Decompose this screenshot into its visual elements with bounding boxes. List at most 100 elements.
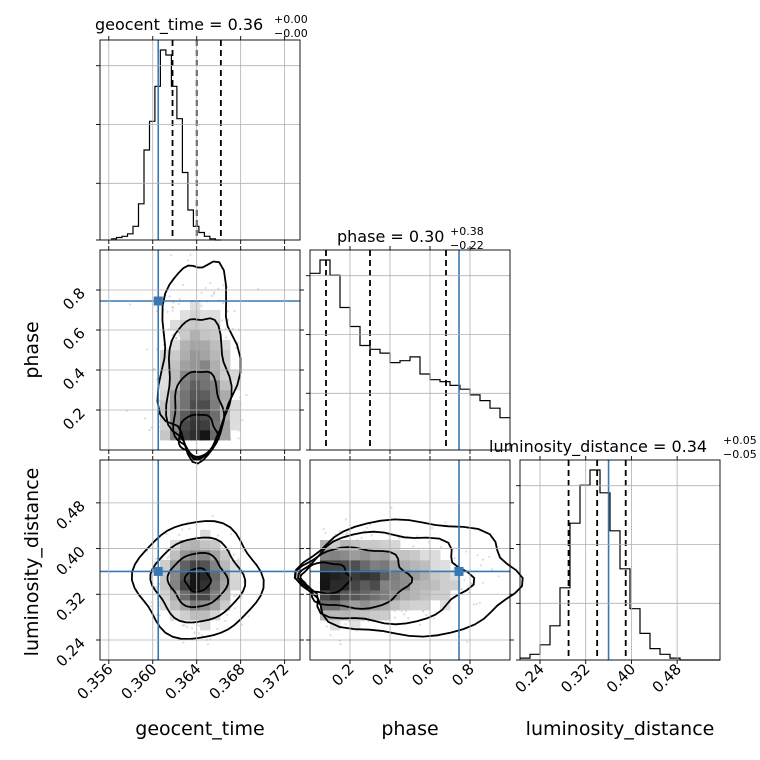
density-cell bbox=[180, 560, 191, 571]
sample-dot bbox=[444, 521, 447, 524]
contour-line bbox=[293, 530, 476, 626]
sample-dot bbox=[193, 631, 196, 634]
density-cell bbox=[210, 350, 221, 361]
sample-dot bbox=[440, 545, 443, 549]
density-cell bbox=[390, 600, 401, 611]
sample-dot bbox=[221, 302, 225, 305]
sample-dot bbox=[427, 541, 431, 544]
density-cell bbox=[230, 580, 241, 591]
sample-dot bbox=[177, 302, 180, 305]
density-cell bbox=[320, 570, 331, 581]
density-cell bbox=[330, 590, 341, 601]
density-cell bbox=[440, 570, 451, 581]
density-cell bbox=[390, 540, 401, 551]
density-cell bbox=[390, 560, 401, 571]
density-cell bbox=[200, 320, 211, 331]
density-cell bbox=[170, 340, 181, 351]
density-cell bbox=[360, 560, 371, 571]
density-cell bbox=[330, 580, 341, 591]
density-cell bbox=[200, 430, 211, 441]
density-cell bbox=[410, 570, 421, 581]
density-cell bbox=[200, 620, 211, 631]
density-cell bbox=[450, 580, 461, 591]
sample-dot bbox=[181, 528, 184, 531]
density-cell bbox=[400, 590, 411, 601]
density-cell bbox=[200, 590, 211, 601]
density-cell bbox=[210, 420, 221, 431]
panel-frame bbox=[99, 39, 301, 241]
density-cell bbox=[210, 570, 221, 581]
density-cell bbox=[350, 570, 361, 581]
title-phase-plus: +0.38 bbox=[450, 225, 484, 238]
sample-dot bbox=[171, 309, 174, 312]
density-cell bbox=[170, 580, 181, 591]
sample-dot bbox=[365, 526, 368, 529]
sample-dot bbox=[339, 530, 342, 533]
density-cell bbox=[220, 590, 231, 601]
density-cell bbox=[230, 400, 241, 411]
density-cell bbox=[170, 600, 181, 611]
density-cell bbox=[180, 540, 191, 551]
sample-dot bbox=[177, 330, 181, 333]
density-cell bbox=[200, 330, 211, 341]
density-cell bbox=[400, 550, 411, 561]
density-cell bbox=[210, 560, 221, 571]
density-cell bbox=[330, 550, 341, 561]
density-cell bbox=[160, 560, 171, 571]
sample-dot bbox=[155, 587, 158, 590]
density-cell bbox=[200, 310, 211, 321]
density-cell bbox=[320, 560, 331, 571]
density-cell bbox=[400, 580, 411, 591]
density-cell bbox=[420, 590, 431, 601]
sample-dot bbox=[198, 624, 201, 627]
density-cell bbox=[330, 570, 341, 581]
sample-dot bbox=[418, 623, 422, 626]
density-cell bbox=[210, 320, 221, 331]
x-tick-label: 0.24 bbox=[511, 660, 547, 696]
sample-dot bbox=[226, 310, 229, 313]
sample-dot bbox=[168, 295, 171, 298]
sample-dot bbox=[339, 643, 342, 646]
density-cell bbox=[180, 360, 191, 371]
density-cell bbox=[200, 340, 211, 351]
sample-dot bbox=[225, 336, 228, 339]
density-cell bbox=[170, 550, 181, 561]
sample-dot bbox=[217, 287, 220, 290]
density-cell bbox=[370, 540, 381, 551]
density-cell bbox=[350, 620, 361, 631]
density-cell bbox=[380, 580, 391, 591]
sample-dot bbox=[178, 298, 181, 301]
sample-dot bbox=[200, 291, 203, 294]
sample-dot bbox=[393, 616, 396, 619]
sample-dot bbox=[490, 568, 494, 571]
density-cell bbox=[190, 580, 201, 591]
density-cell bbox=[190, 320, 201, 331]
density-cell bbox=[440, 590, 451, 601]
sample-dot bbox=[226, 613, 229, 616]
density-cell bbox=[420, 550, 431, 561]
density-cell bbox=[200, 550, 211, 561]
density-cell bbox=[410, 580, 421, 591]
density-cell bbox=[190, 430, 201, 441]
sample-dot bbox=[178, 331, 181, 334]
panel-frame bbox=[519, 459, 721, 661]
density-cell bbox=[380, 590, 391, 601]
density-cell bbox=[160, 380, 171, 391]
density-cell bbox=[390, 580, 401, 591]
density-cell bbox=[330, 560, 341, 571]
density-cell bbox=[190, 300, 201, 311]
sample-dot bbox=[360, 536, 363, 540]
y-tick-label: 0.24 bbox=[52, 634, 88, 670]
sample-dot bbox=[221, 319, 224, 322]
sample-dot bbox=[166, 557, 169, 560]
density-cell bbox=[350, 610, 361, 621]
contour-line bbox=[177, 413, 219, 458]
sample-dot bbox=[460, 588, 463, 591]
density-cell bbox=[190, 420, 201, 431]
density-cell bbox=[200, 580, 211, 591]
density-cell bbox=[180, 410, 191, 421]
xlabel-phase: phase bbox=[381, 718, 438, 740]
density-cell bbox=[160, 370, 171, 381]
sample-dot bbox=[200, 304, 203, 307]
sample-dot bbox=[206, 643, 210, 646]
